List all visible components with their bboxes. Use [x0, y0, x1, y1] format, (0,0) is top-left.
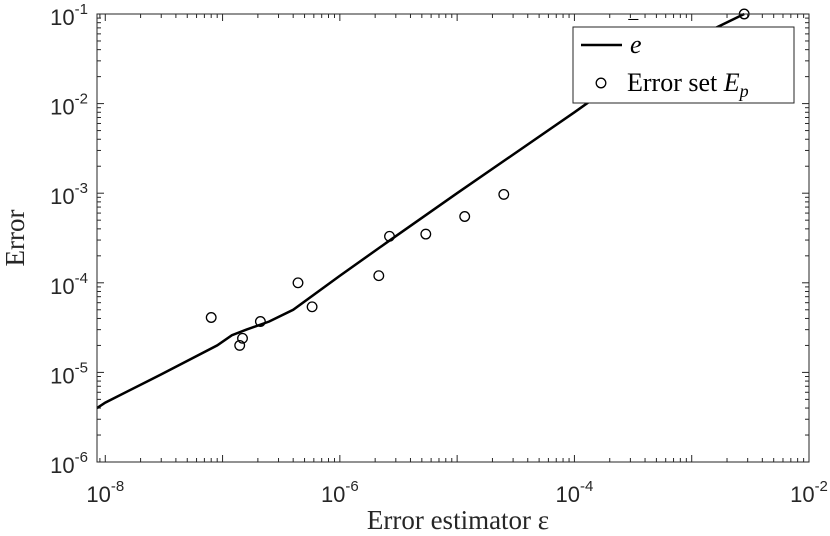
legend-scatter-label: Error set Ep	[627, 68, 749, 101]
x-tick-label: 10-6	[321, 478, 359, 507]
tick-labels: 10-8 10-6 10-4 10-210-610-510-410-310-210-1	[50, 1, 828, 507]
series-line-ebar	[96, 12, 745, 410]
legend-box	[572, 26, 795, 104]
legend-marker-swatch	[595, 77, 607, 89]
scatter-point	[384, 230, 395, 242]
scatter-point	[237, 332, 248, 344]
y-tick-label: 10-5	[50, 359, 88, 388]
y-tick-label: 10-1	[50, 1, 88, 30]
scatter-point	[234, 339, 246, 351]
y-axis-label: Error	[0, 210, 30, 267]
y-tick-label: 10-2	[50, 91, 88, 120]
scatter-point	[292, 277, 304, 289]
x-tick-label: 10-4	[556, 478, 594, 507]
scatter-point	[306, 301, 318, 313]
x-axis-label: Error estimator ε	[367, 505, 549, 535]
scatter-point	[459, 211, 471, 222]
x-tick-label: 10-2	[790, 478, 828, 507]
legend-line-label: e	[630, 30, 642, 59]
y-tick-label: 10-3	[50, 180, 88, 209]
plot-frame	[96, 13, 810, 463]
scatter-point	[420, 228, 432, 240]
series-layer	[96, 8, 750, 410]
x-tick-label: 10-8	[86, 478, 124, 507]
y-tick-label: 10-6	[50, 449, 88, 478]
scatter-point	[254, 316, 266, 327]
scatter-point	[498, 188, 510, 200]
legend: e ‾ Error set Ep	[572, 17, 795, 104]
y-tick-label: 10-4	[50, 270, 88, 299]
legend-line-label-bar: ‾	[628, 17, 639, 46]
scatter-point	[373, 270, 385, 282]
scatter-point	[205, 312, 217, 323]
